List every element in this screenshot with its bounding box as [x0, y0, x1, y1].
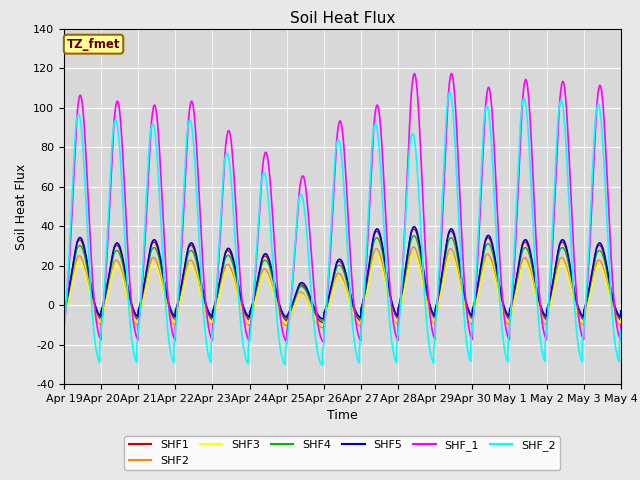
- SHF5: [499, 300, 507, 305]
- SHF_1: [60, 323, 68, 328]
- Line: SHF3: SHF3: [64, 254, 621, 325]
- SHF_2: [446, 89, 454, 95]
- SHF1: [499, 301, 507, 307]
- SHF3: [322, 313, 330, 319]
- SHF2: [616, 322, 624, 328]
- SHF_2: [617, 327, 625, 333]
- X-axis label: Time: Time: [327, 409, 358, 422]
- SHF2: [160, 291, 168, 297]
- SHF3: [617, 315, 625, 321]
- SHF_1: [499, 301, 507, 307]
- SHF_2: [160, 276, 168, 282]
- SHF1: [616, 317, 624, 323]
- SHF_1: [617, 322, 625, 327]
- SHF_1: [436, 252, 444, 258]
- SHF4: [617, 309, 625, 315]
- SHF1: [617, 310, 625, 316]
- SHF5: [319, 316, 327, 322]
- SHF_2: [322, 312, 330, 317]
- SHF5: [436, 281, 444, 287]
- Line: SHF1: SHF1: [64, 229, 621, 323]
- SHF1: [322, 308, 330, 313]
- SHF_2: [60, 328, 68, 334]
- SHF5: [410, 224, 418, 229]
- SHF3: [160, 292, 168, 298]
- SHF2: [436, 291, 444, 297]
- SHF4: [468, 313, 476, 319]
- SHF3: [436, 292, 444, 298]
- SHF1: [436, 281, 444, 287]
- SHF_1: [320, 339, 328, 345]
- SHF_1: [411, 71, 419, 76]
- SHF2: [468, 321, 476, 326]
- SHF_1: [322, 311, 330, 316]
- SHF1: [410, 226, 418, 232]
- SHF_1: [616, 336, 624, 342]
- SHF_2: [468, 335, 476, 341]
- SHF3: [410, 251, 417, 257]
- SHF2: [319, 324, 326, 330]
- SHF5: [468, 312, 476, 318]
- SHF4: [499, 301, 507, 307]
- Line: SHF_2: SHF_2: [64, 92, 621, 365]
- SHF4: [319, 318, 327, 324]
- SHF_2: [319, 362, 326, 368]
- SHF2: [617, 317, 625, 323]
- SHF5: [617, 308, 625, 314]
- SHF3: [499, 310, 507, 316]
- SHF1: [468, 315, 476, 321]
- SHF2: [322, 314, 330, 320]
- SHF3: [319, 323, 326, 328]
- SHF5: [160, 277, 168, 283]
- Line: SHF2: SHF2: [64, 247, 621, 327]
- SHF3: [60, 315, 68, 321]
- SHF2: [60, 316, 68, 322]
- SHF5: [60, 307, 68, 313]
- SHF1: [60, 310, 68, 315]
- SHF_2: [616, 332, 624, 338]
- SHF4: [410, 233, 418, 239]
- SHF4: [616, 315, 624, 321]
- SHF3: [468, 319, 476, 325]
- SHF3: [616, 320, 624, 326]
- Line: SHF_1: SHF_1: [64, 73, 621, 342]
- SHF4: [322, 307, 330, 312]
- SHF4: [160, 280, 168, 286]
- SHF5: [322, 305, 330, 311]
- SHF1: [319, 320, 327, 325]
- SHF_2: [499, 335, 507, 341]
- SHF4: [60, 308, 68, 314]
- Title: Soil Heat Flux: Soil Heat Flux: [290, 11, 395, 26]
- SHF4: [436, 282, 444, 288]
- SHF_2: [436, 238, 444, 244]
- SHF5: [616, 313, 624, 319]
- SHF2: [410, 244, 417, 250]
- Text: TZ_fmet: TZ_fmet: [67, 37, 120, 51]
- Line: SHF4: SHF4: [64, 236, 621, 321]
- SHF_1: [160, 233, 168, 239]
- Line: SHF5: SHF5: [64, 227, 621, 319]
- SHF1: [160, 278, 168, 284]
- Legend: SHF1, SHF2, SHF3, SHF4, SHF5, SHF_1, SHF_2: SHF1, SHF2, SHF3, SHF4, SHF5, SHF_1, SHF…: [124, 436, 561, 470]
- SHF_1: [468, 335, 476, 341]
- SHF2: [499, 310, 507, 316]
- Y-axis label: Soil Heat Flux: Soil Heat Flux: [15, 163, 28, 250]
